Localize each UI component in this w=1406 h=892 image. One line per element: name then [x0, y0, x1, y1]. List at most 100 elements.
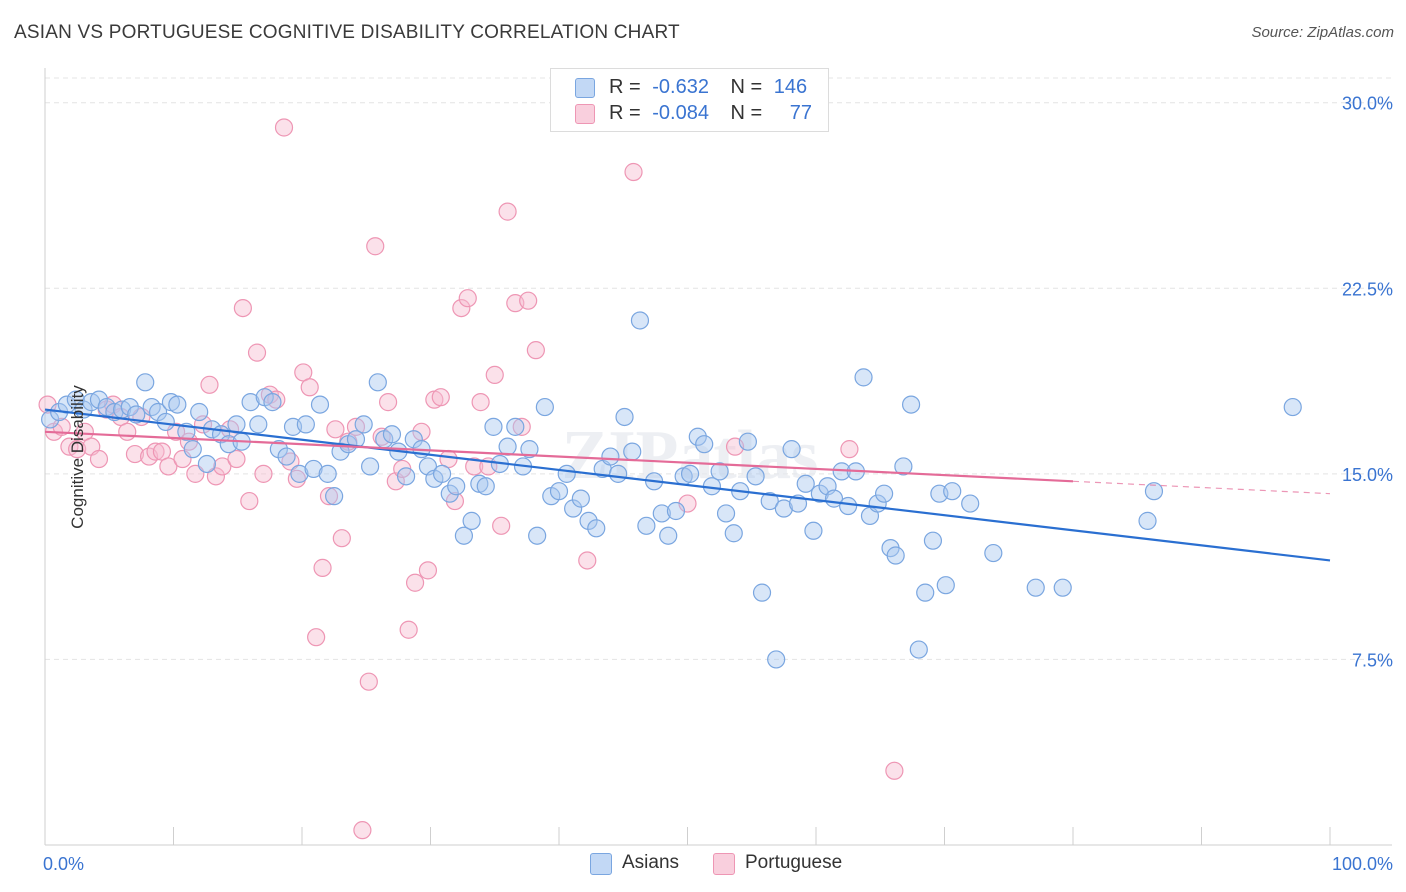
asians-point: [120, 397, 139, 417]
asians-point: [290, 464, 309, 483]
asians-point: [269, 440, 288, 459]
asians-point: [916, 583, 935, 602]
y-tick-label: 22.5%: [1342, 279, 1393, 299]
asians-point: [304, 459, 323, 479]
portuguese-point: [418, 561, 438, 580]
portuguese-point: [624, 162, 643, 182]
asians-point: [875, 484, 894, 503]
portuguese-swatch: [713, 853, 735, 875]
portuguese-point: [498, 202, 517, 221]
legend-n-value: 146: [773, 76, 808, 98]
y-tick-label: 15.0%: [1342, 465, 1393, 485]
asians-point: [1138, 511, 1157, 530]
legend-n-label: N =: [730, 76, 763, 98]
portuguese-point: [512, 417, 531, 436]
portuguese-point: [578, 551, 597, 570]
asians-point: [310, 395, 330, 414]
asians-point: [804, 521, 823, 540]
portuguese-point: [213, 457, 232, 476]
asians-point: [484, 417, 503, 436]
portuguese-point: [159, 457, 178, 476]
asians-point: [325, 487, 344, 506]
portuguese-point: [89, 449, 109, 469]
asians-point: [710, 462, 729, 481]
asians-point: [197, 454, 217, 474]
asians-point: [587, 519, 606, 538]
asians-point: [601, 447, 620, 466]
asians-point: [190, 402, 209, 422]
portuguese-point: [287, 469, 306, 488]
asians-point: [936, 576, 955, 595]
asians-point: [961, 494, 980, 513]
portuguese-point: [247, 343, 267, 362]
asians-point: [615, 407, 634, 427]
asians-point: [440, 484, 459, 503]
legend-r-value: -0.632: [652, 76, 709, 98]
asians-point: [666, 501, 686, 521]
asians-swatch: [590, 853, 612, 875]
asians-point: [66, 390, 85, 409]
asians-point: [382, 425, 402, 444]
asians-point: [520, 440, 539, 459]
portuguese-point: [353, 821, 372, 840]
portuguese-point: [405, 573, 425, 592]
asians-point: [774, 499, 793, 518]
portuguese-point: [68, 440, 87, 459]
portuguese-point: [332, 529, 351, 548]
portuguese-point: [465, 457, 484, 476]
portuguese-point: [118, 422, 137, 441]
x-tick-label: 0.0%: [43, 854, 84, 874]
asians-point: [923, 531, 943, 550]
portuguese-point: [485, 365, 504, 385]
asians-trend-line: [44, 408, 1331, 562]
asians-point: [854, 368, 873, 387]
asians-point: [354, 415, 373, 434]
asians-point: [579, 511, 598, 530]
asians-point: [623, 442, 642, 461]
portuguese-swatch: [575, 104, 595, 124]
asians-point: [724, 524, 743, 543]
portuguese-point: [471, 393, 490, 412]
asians-point: [136, 373, 155, 392]
asians-point: [156, 412, 175, 432]
portuguese-point: [240, 491, 259, 511]
portuguese-point: [840, 440, 859, 459]
grid-lines: [45, 77, 1392, 660]
portuguese-point: [526, 341, 545, 360]
y-tick-label: 30.0%: [1342, 94, 1393, 114]
asians-point: [688, 427, 707, 446]
asians-point: [168, 395, 187, 414]
portuguese-point: [186, 464, 205, 483]
asians-point: [331, 442, 350, 461]
portuguese-point: [359, 672, 378, 691]
legend: R = -0.632 N = 146 R = -0.084 N = 77: [550, 68, 829, 132]
asians-point: [296, 415, 315, 434]
portuguese-point: [300, 378, 319, 397]
asians-point: [498, 437, 517, 456]
asians-point: [432, 464, 452, 483]
axes: [44, 68, 1392, 846]
asians-point: [454, 526, 474, 545]
asians-point: [506, 417, 525, 436]
asians-swatch: [575, 78, 595, 98]
portuguese-point: [492, 516, 511, 535]
asians-point: [901, 395, 921, 414]
y-axis-label: Cognitive Disability: [67, 385, 87, 529]
legend-r-label: R =: [609, 102, 641, 124]
asians-point: [557, 464, 576, 483]
asians-point: [89, 390, 109, 409]
portuguese-point: [254, 464, 273, 483]
asians-point: [695, 435, 714, 454]
asians-point: [263, 393, 282, 412]
asians-point: [447, 477, 466, 496]
asians-point: [368, 373, 387, 392]
legend-r-label: R =: [609, 76, 641, 98]
asians-point: [637, 516, 656, 535]
asians-point: [943, 482, 962, 501]
asians-point: [148, 402, 168, 422]
asians-point: [1144, 482, 1164, 501]
asians-point: [1026, 578, 1045, 597]
asians-point: [839, 496, 858, 516]
portuguese-point: [227, 449, 246, 469]
